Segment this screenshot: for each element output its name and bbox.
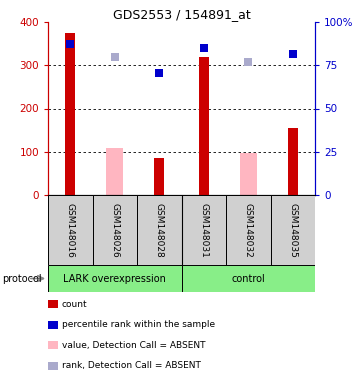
Text: LARK overexpression: LARK overexpression xyxy=(63,273,166,283)
Bar xyxy=(199,56,209,195)
Bar xyxy=(106,148,123,195)
Text: protocol: protocol xyxy=(2,273,42,283)
Text: percentile rank within the sample: percentile rank within the sample xyxy=(62,320,215,329)
Text: count: count xyxy=(62,300,88,309)
Text: GSM148032: GSM148032 xyxy=(244,203,253,257)
Text: GSM148035: GSM148035 xyxy=(288,203,297,257)
Bar xyxy=(226,195,270,265)
Bar xyxy=(288,128,298,195)
Bar xyxy=(240,154,257,195)
Bar xyxy=(182,265,315,292)
Bar xyxy=(92,195,137,265)
Text: rank, Detection Call = ABSENT: rank, Detection Call = ABSENT xyxy=(62,361,201,370)
Bar xyxy=(182,195,226,265)
Bar xyxy=(48,265,182,292)
Bar xyxy=(137,195,182,265)
Title: GDS2553 / 154891_at: GDS2553 / 154891_at xyxy=(113,8,251,21)
Bar xyxy=(270,195,315,265)
Text: GSM148031: GSM148031 xyxy=(199,203,208,257)
Text: control: control xyxy=(231,273,265,283)
Text: GSM148028: GSM148028 xyxy=(155,203,164,257)
Text: value, Detection Call = ABSENT: value, Detection Call = ABSENT xyxy=(62,341,205,350)
Bar xyxy=(48,195,92,265)
Text: GSM148026: GSM148026 xyxy=(110,203,119,257)
Text: GSM148016: GSM148016 xyxy=(66,203,75,257)
Bar xyxy=(155,158,164,195)
Bar xyxy=(65,33,75,195)
